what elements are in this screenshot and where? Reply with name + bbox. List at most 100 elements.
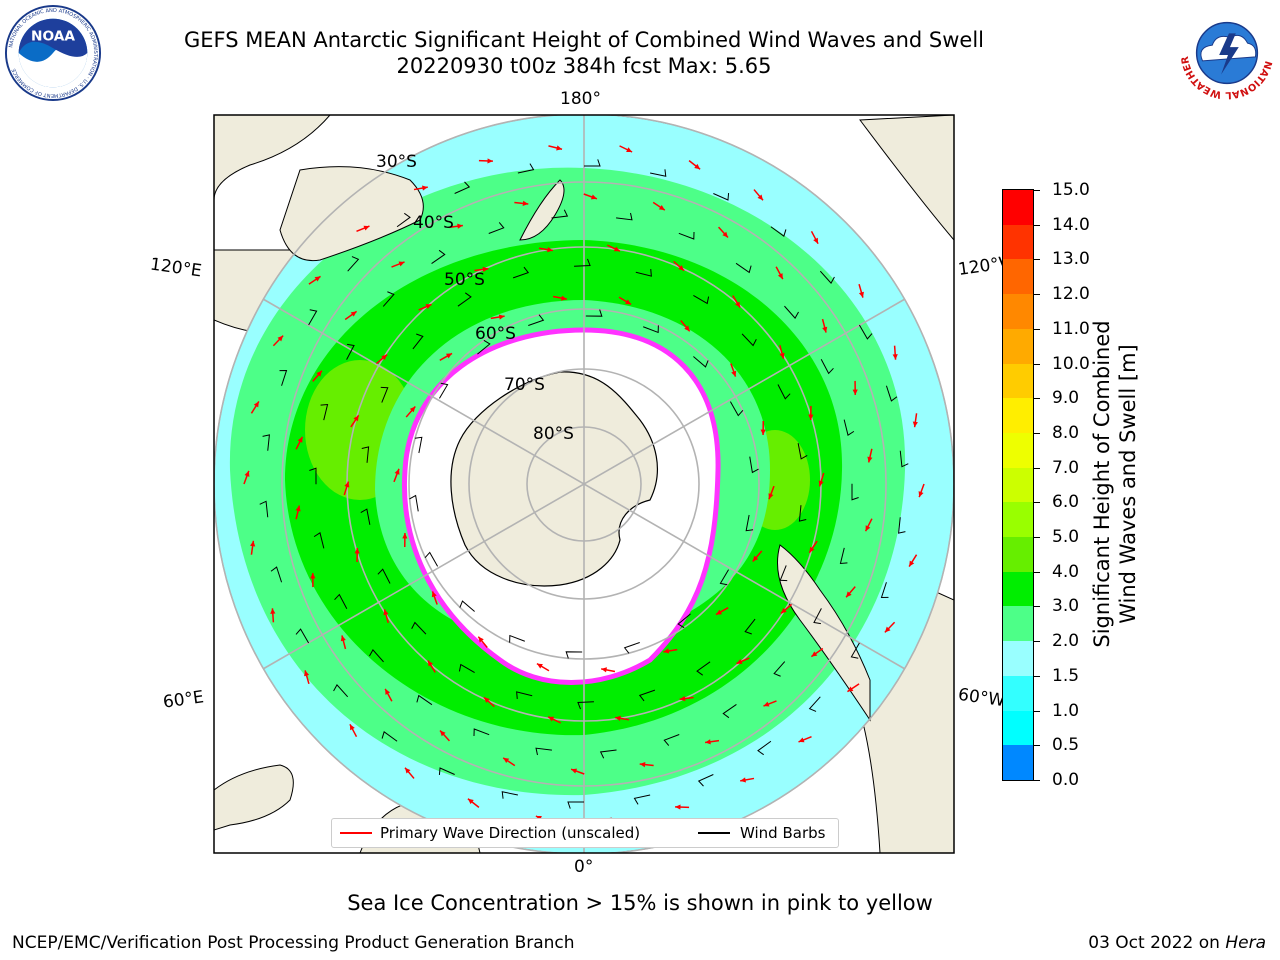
wave-direction-arrows	[243, 145, 925, 823]
wave-arrowhead	[760, 429, 766, 435]
wind-barb	[843, 419, 855, 436]
legend-barb-label: Wind Barbs	[740, 824, 826, 842]
wave-arrowhead	[858, 291, 864, 298]
colorbar-segment	[1003, 328, 1033, 365]
colorbar-segment	[1003, 432, 1033, 469]
wave-arrowhead	[394, 468, 400, 475]
wind-barb	[516, 691, 533, 699]
wave-arrowhead	[740, 777, 746, 783]
wave-arrowhead	[847, 686, 854, 692]
wind-barb	[416, 694, 433, 706]
wave-arrowhead	[822, 326, 828, 333]
wind-barb	[678, 231, 695, 240]
chart-title: GEFS MEAN Antarctic Significant Height o…	[183, 28, 985, 52]
wave-arrowhead	[852, 389, 858, 395]
wave-arrowhead	[383, 609, 389, 616]
colorbar-tick	[1034, 467, 1040, 469]
wave-arrowhead	[601, 667, 607, 673]
colorbar	[1002, 189, 1034, 781]
colorbar-tick	[1034, 710, 1040, 712]
colorbar-tick	[1034, 745, 1040, 747]
wind-barb	[382, 291, 395, 307]
wave-arrowhead	[892, 354, 898, 360]
colorbar-segment	[1003, 259, 1033, 295]
colorbar-tick	[1034, 641, 1040, 643]
credit-text: NCEP/EMC/Verification Post Processing Pr…	[12, 933, 575, 953]
wave-arrowhead	[482, 266, 489, 272]
legend-barb-line	[698, 832, 730, 834]
colorbar-segment	[1003, 710, 1033, 746]
colorbar-tick-label: 1.0	[1052, 700, 1080, 721]
wave-arrowhead	[344, 481, 350, 488]
wave-arrowhead	[409, 406, 416, 413]
wave-arrowhead	[349, 724, 355, 731]
wind-barb	[584, 159, 601, 167]
colorbar-tick	[1034, 432, 1040, 434]
wind-barb	[424, 551, 439, 567]
wave-arrowhead	[763, 701, 770, 707]
wind-barb	[633, 794, 651, 805]
wind-barb	[663, 734, 680, 746]
colorbar-segment	[1003, 641, 1033, 677]
wind-barb	[333, 684, 349, 698]
wave-arrowhead	[297, 436, 303, 443]
wind-barb	[270, 566, 283, 583]
colorbar-tick	[1034, 502, 1040, 504]
wave-arrowhead	[884, 626, 891, 633]
wave-arrowhead	[909, 560, 915, 567]
wave-arrowhead	[277, 335, 284, 342]
wave-arrowhead	[779, 352, 785, 359]
wind-barb	[585, 309, 603, 317]
wave-arrowhead	[658, 204, 665, 211]
wind-barb	[381, 731, 398, 742]
wave-arrowhead	[244, 470, 250, 477]
wind-barb	[313, 532, 325, 549]
wind-barb	[898, 517, 906, 534]
wave-arrowhead	[440, 730, 446, 737]
wind-barb	[438, 767, 455, 776]
wind-barb	[599, 749, 617, 759]
colorbar-segment	[1003, 467, 1033, 503]
wave-arrowhead	[757, 194, 763, 201]
wind-barb	[616, 212, 633, 221]
wind-barb	[262, 434, 270, 451]
colorbar-tick-label: 10.0	[1052, 353, 1090, 374]
wave-arrowhead	[250, 540, 256, 547]
wind-barb	[414, 436, 423, 454]
colorbar-segment	[1003, 675, 1033, 712]
wave-arrowhead	[385, 688, 391, 695]
colorbar-tick-label: 6.0	[1052, 492, 1080, 513]
colorbar-tick	[1034, 606, 1040, 608]
chart-subtitle: 20220930 t00z 384h fcst Max: 5.65	[396, 54, 772, 78]
run-date: 03 Oct 2022 on Hera	[1088, 933, 1266, 953]
wind-barb	[477, 339, 491, 355]
svg-text:NOAA: NOAA	[31, 28, 75, 44]
wind-barb	[501, 791, 518, 799]
colorbar-tick	[1034, 190, 1040, 191]
wind-barb	[773, 661, 786, 677]
map-frame	[213, 114, 955, 854]
wave-arrowhead	[402, 533, 408, 539]
wave-arrowhead	[846, 591, 852, 598]
colorbar-tick	[1034, 294, 1040, 296]
wind-barb	[693, 356, 709, 368]
wind-barb	[528, 314, 545, 326]
wave-arrowhead	[679, 696, 686, 702]
wind-barb	[808, 696, 821, 712]
wave-arrowhead	[427, 660, 433, 667]
wave-arrowhead	[446, 353, 453, 359]
wave-arrowhead	[457, 223, 463, 229]
wave-arrowhead	[304, 670, 310, 677]
wave-arrowhead	[808, 414, 814, 420]
wave-arrowhead	[316, 370, 322, 377]
wave-arrowhead	[590, 194, 597, 200]
wind-barb	[850, 642, 860, 659]
wind-barb	[885, 385, 898, 402]
wave-arrowhead	[615, 715, 621, 721]
wave-arrowhead	[561, 295, 567, 301]
wind-barb	[749, 456, 759, 474]
wave-arrowhead	[483, 697, 490, 703]
colorbar-tick-label: 4.0	[1052, 561, 1080, 582]
wind-barb	[347, 256, 360, 272]
wave-arrowhead	[678, 265, 685, 271]
